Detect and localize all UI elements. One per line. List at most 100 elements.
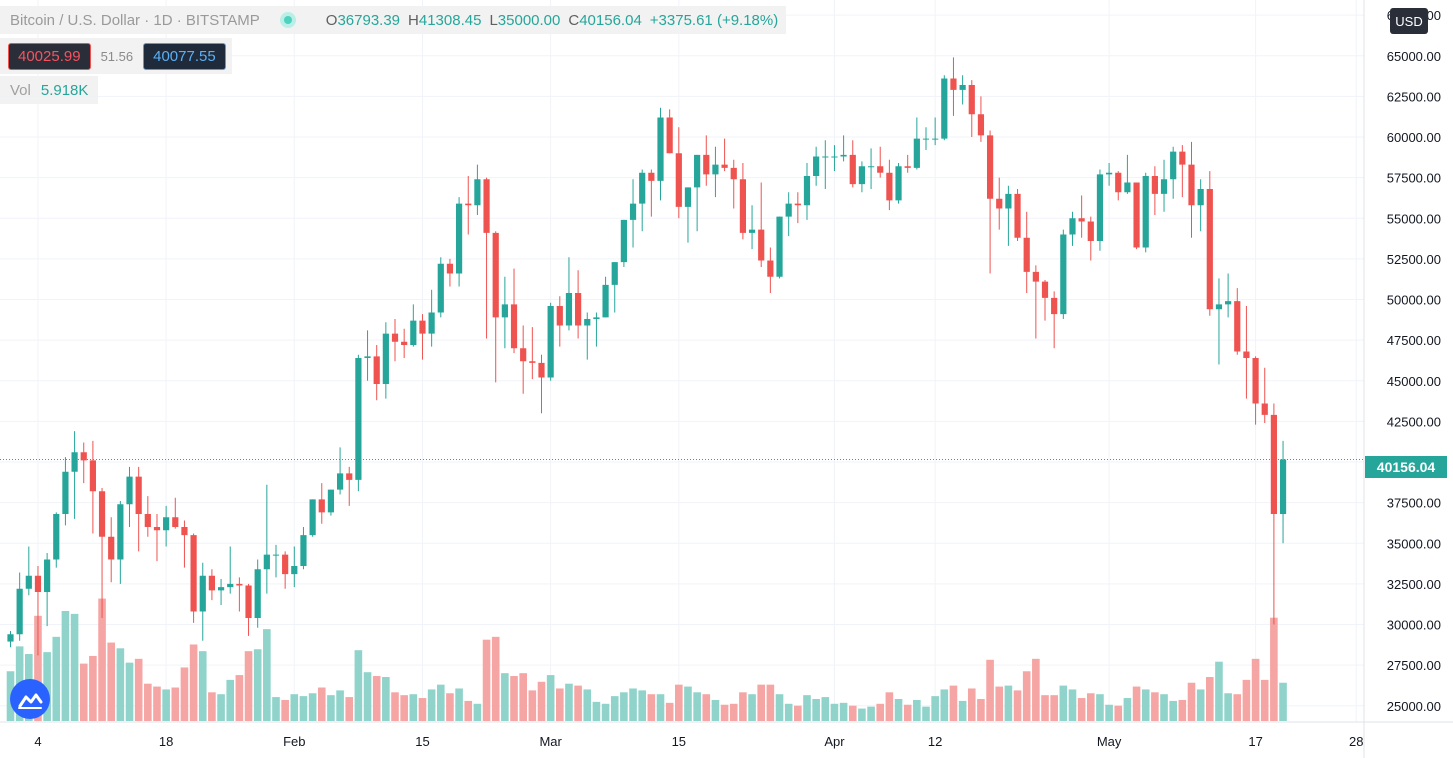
candle-body <box>629 203 637 220</box>
volume-bar <box>757 684 766 721</box>
volume-bar <box>327 695 335 721</box>
buy-price-button[interactable]: 40077.55 <box>143 42 226 70</box>
price-tick-label: 57500.00 <box>1387 171 1441 186</box>
volume-bar <box>1215 661 1223 721</box>
volume-bar <box>1022 671 1031 721</box>
candle-body <box>1115 172 1122 193</box>
volume-bar <box>308 693 317 721</box>
volume-bar <box>876 703 885 721</box>
volume-bar <box>684 686 692 721</box>
volume-bar <box>501 673 509 721</box>
candle-body <box>1170 151 1177 180</box>
volume-bar <box>1242 679 1251 721</box>
candle-body <box>437 263 444 313</box>
volume-bar <box>1068 689 1077 721</box>
candle-body <box>721 164 728 168</box>
candle-body <box>611 262 618 285</box>
candle-body <box>739 179 746 233</box>
volume-bar <box>1013 690 1022 721</box>
candle-body <box>172 517 179 527</box>
candle-body <box>309 499 316 536</box>
candle-body <box>758 229 765 261</box>
candle-body <box>1106 172 1113 175</box>
candle-body <box>1206 189 1213 310</box>
open-key: O <box>325 11 338 29</box>
volume-bar <box>482 639 491 721</box>
price-candles <box>7 57 1287 656</box>
volume-bar <box>913 699 921 721</box>
volume-bar <box>1160 694 1168 721</box>
volume-bar <box>43 652 51 721</box>
volume-bar <box>647 694 656 721</box>
volume-bar <box>803 695 811 721</box>
volume-label[interactable]: Vol <box>10 81 31 99</box>
volume-bar <box>885 692 894 721</box>
price-tick-label: 25000.00 <box>1387 699 1441 714</box>
volume-bar <box>1123 698 1132 721</box>
volume-bar <box>821 697 830 721</box>
volume-bar <box>336 690 344 721</box>
currency-badge[interactable]: USD <box>1390 8 1428 34</box>
tradingview-logo[interactable] <box>10 679 50 719</box>
candle-body <box>703 154 710 175</box>
candle-body <box>245 585 252 618</box>
volume-bar <box>153 686 161 721</box>
candle-body <box>529 361 536 363</box>
low-key: L <box>489 11 498 29</box>
candle-body <box>1041 281 1049 298</box>
price-tick-label: 60000.00 <box>1387 130 1441 145</box>
volume-bar <box>977 699 985 721</box>
candle-body <box>1060 234 1067 315</box>
candle-body <box>977 114 985 136</box>
volume-bar <box>858 708 866 721</box>
volume-legend: Vol 5.918K <box>0 76 99 104</box>
price-tick-label: 32500.00 <box>1387 577 1441 592</box>
symbol-title[interactable]: Bitcoin / U.S. Dollar · 1D · BITSTAMP <box>10 11 260 29</box>
volume-bar <box>830 703 839 721</box>
candle-body <box>263 554 270 570</box>
price-tick-label: 50000.00 <box>1387 293 1441 308</box>
volume-bar <box>253 649 262 721</box>
candle-body <box>840 154 847 157</box>
volume-bar <box>1096 694 1104 721</box>
candle-body <box>538 362 545 378</box>
candle-body <box>1151 176 1158 194</box>
candle-body <box>941 78 948 139</box>
time-axis[interactable]: 4 18 Feb 15 Mar 15 Apr 12 May 17 28 <box>34 734 1363 749</box>
candle-body <box>346 473 353 480</box>
candle-body <box>1197 189 1204 206</box>
volume-bar <box>556 688 564 721</box>
candle-body <box>419 320 426 334</box>
volume-bar <box>354 650 363 721</box>
volume-bar <box>903 704 912 721</box>
price-axis[interactable]: 25000.00 27500.00 30000.00 32500.00 35000.00… <box>1387 8 1441 714</box>
candle-body <box>53 514 60 560</box>
close-key: C <box>568 11 580 29</box>
candle-body <box>34 575 42 592</box>
volume-bar <box>894 699 903 721</box>
candle-body <box>364 356 371 358</box>
time-tick-label: 15 <box>672 734 686 749</box>
volume-bar <box>1178 699 1187 721</box>
candle-body <box>593 317 600 319</box>
candle-body <box>602 284 609 318</box>
volume-bar <box>1050 695 1058 721</box>
volume-bar <box>1151 692 1159 721</box>
volume-bar <box>409 694 418 721</box>
volume-bar <box>592 701 601 721</box>
candle-body <box>849 154 856 185</box>
volume-bar <box>1059 685 1068 721</box>
volume-bar <box>1233 694 1242 721</box>
candle-body <box>858 166 866 185</box>
volume-bar <box>867 706 875 721</box>
candle-body <box>98 491 106 537</box>
candle-body <box>1087 221 1094 241</box>
volume-bar <box>107 642 116 721</box>
candle-body <box>1243 351 1250 358</box>
candle-body <box>126 476 133 505</box>
candle-body <box>1023 237 1030 272</box>
visibility-eye-icon[interactable] <box>279 12 296 28</box>
sell-price-button[interactable]: 40025.99 <box>8 42 91 70</box>
volume-bar <box>455 688 463 721</box>
